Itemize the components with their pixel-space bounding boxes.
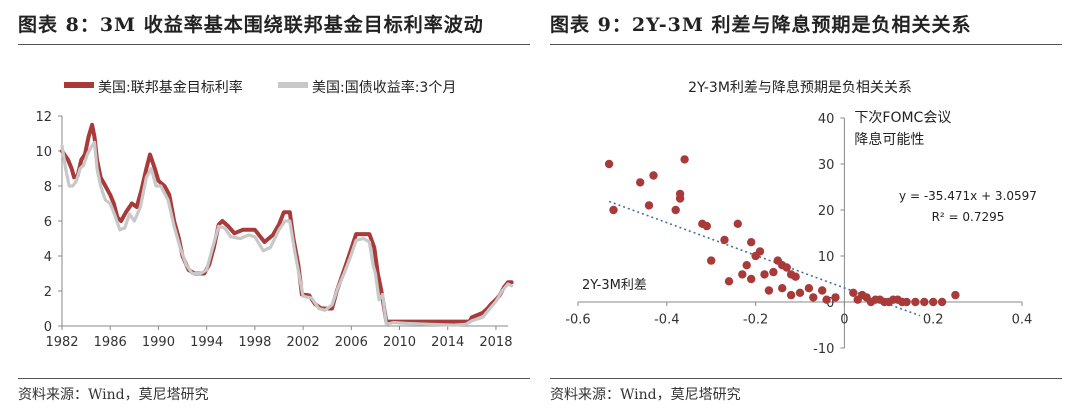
treasury-3m-line <box>60 140 514 327</box>
spread-scatter-chart: 2Y-3M利差与降息预期是负相关关系 -10 0 10 20 30 40 -0.6 -0.4 -0… <box>565 79 1037 357</box>
scatter-point <box>760 270 769 279</box>
x-tick-label: 1982 <box>45 335 78 350</box>
y-axis-title: 降息可能性 <box>854 131 924 148</box>
scatter-point <box>818 286 827 295</box>
legend-swatch <box>64 82 94 88</box>
y-tick-label: 10 <box>35 145 52 160</box>
source-divider <box>18 378 530 379</box>
scatter-point <box>636 178 645 187</box>
y-tick-label: 6 <box>44 215 52 230</box>
source-note: 资料来源：Wind，莫尼塔研究 <box>550 387 741 403</box>
scatter-point <box>911 297 920 307</box>
x-tick-label: 2014 <box>431 335 464 350</box>
trendline-equation: y = -35.471x + 3.0597 <box>899 189 1037 203</box>
scatter-point <box>880 297 889 307</box>
scatter-point <box>707 256 716 265</box>
x-tick-label: 1990 <box>142 335 175 350</box>
figure-8: 图表 8：3M 收益率基本围绕联邦基金目标利率波动 0 2 4 6 8 10 12 1982 1… <box>18 0 538 416</box>
y-tick-label: 40 <box>818 112 835 127</box>
x-tick-label: 2006 <box>335 335 368 350</box>
y-tick-label: 30 <box>818 158 835 173</box>
scatter-point <box>644 201 654 210</box>
trendline-r-squared: R² = 0.7295 <box>932 210 1005 224</box>
y-tick-label: 8 <box>44 180 52 195</box>
scatter-point <box>849 288 858 297</box>
scatter-point <box>747 274 756 284</box>
x-tick-label: 2010 <box>383 335 416 350</box>
scatter-point <box>804 284 814 293</box>
figure-title: 图表 9：2Y-3M 利差与降息预期是负相关关系 <box>550 14 972 36</box>
legend-swatch <box>278 82 308 88</box>
y-tick-label: 10 <box>818 250 835 265</box>
scatter-point <box>795 288 805 297</box>
title-divider <box>550 44 1062 45</box>
source-note: 资料来源：Wind，莫尼塔研究 <box>18 387 209 403</box>
scatter-point <box>782 263 791 272</box>
y-tick-label: 0 <box>44 320 52 335</box>
scatter-point <box>871 295 880 304</box>
scatter-point <box>937 297 947 307</box>
scatter-point <box>778 284 787 293</box>
figure-title: 图表 8：3M 收益率基本围绕联邦基金目标利率波动 <box>18 14 484 36</box>
y-tick-label: 4 <box>44 250 52 265</box>
rate-line-chart: 0 2 4 6 8 10 12 1982 1986 1990 1994 1998 2002 2006 201… <box>35 79 514 350</box>
chart-title: 2Y-3M利差与降息预期是负相关关系 <box>688 79 912 96</box>
scatter-point <box>609 205 618 215</box>
fed-funds-target-line <box>60 122 514 324</box>
x-tick-label: 1998 <box>238 335 271 350</box>
legend-label: 美国:国债收益率:3个月 <box>312 79 456 96</box>
x-tick-label: 2002 <box>287 335 320 350</box>
scatter-point <box>733 219 742 228</box>
figure-9: 图表 9：2Y-3M 利差与降息预期是负相关关系 2Y-3M利差与降息预期是负相… <box>550 0 1070 416</box>
y-tick-label: 0 <box>826 296 834 311</box>
scatter-point <box>822 295 831 304</box>
scatter-point <box>738 270 747 279</box>
x-tick-label: 1986 <box>94 335 127 350</box>
scatter-point <box>786 290 796 300</box>
y-tick-label: -10 <box>813 342 834 357</box>
scatter-point <box>951 290 960 300</box>
scatter-point <box>858 290 867 300</box>
y-axis-title: 下次FOMC会议 <box>854 110 951 126</box>
y-tick-label: 12 <box>35 110 52 125</box>
scatter-point <box>702 221 711 231</box>
scatter-point <box>680 155 689 164</box>
scatter-point <box>747 238 756 247</box>
x-tick-label: 0.4 <box>1012 313 1033 328</box>
x-tick-label: -0.6 <box>565 313 590 328</box>
scatter-point <box>675 194 685 203</box>
x-axis-title: 2Y-3M利差 <box>582 278 647 293</box>
x-tick-label: -0.4 <box>654 313 679 328</box>
title-divider <box>18 44 530 45</box>
scatter-point <box>920 297 929 307</box>
scatter-point <box>791 272 800 281</box>
scatter-point <box>649 171 658 180</box>
x-tick-label: 2018 <box>479 335 512 350</box>
scatter-point <box>897 297 907 307</box>
x-tick-label: 0 <box>840 313 848 328</box>
scatter-point <box>755 247 765 256</box>
x-tick-label: 1994 <box>190 335 223 350</box>
scatter-point <box>604 159 614 169</box>
x-tick-label: -0.2 <box>743 313 768 328</box>
x-tick-label: 0.2 <box>923 313 944 328</box>
scatter-point <box>724 277 734 286</box>
scatter-point <box>720 235 729 245</box>
scatter-point <box>809 293 818 302</box>
scatter-point <box>742 261 751 270</box>
scatter-point <box>764 286 774 295</box>
scatter-point <box>831 293 840 302</box>
scatter-point <box>929 297 938 307</box>
scatter-point <box>769 267 778 277</box>
scatter-point <box>671 205 680 215</box>
y-tick-label: 20 <box>818 204 835 219</box>
y-tick-label: 2 <box>44 285 52 300</box>
scatter-point <box>889 295 898 304</box>
source-divider <box>550 378 1062 379</box>
legend-label: 美国:联邦基金目标利率 <box>98 79 243 96</box>
